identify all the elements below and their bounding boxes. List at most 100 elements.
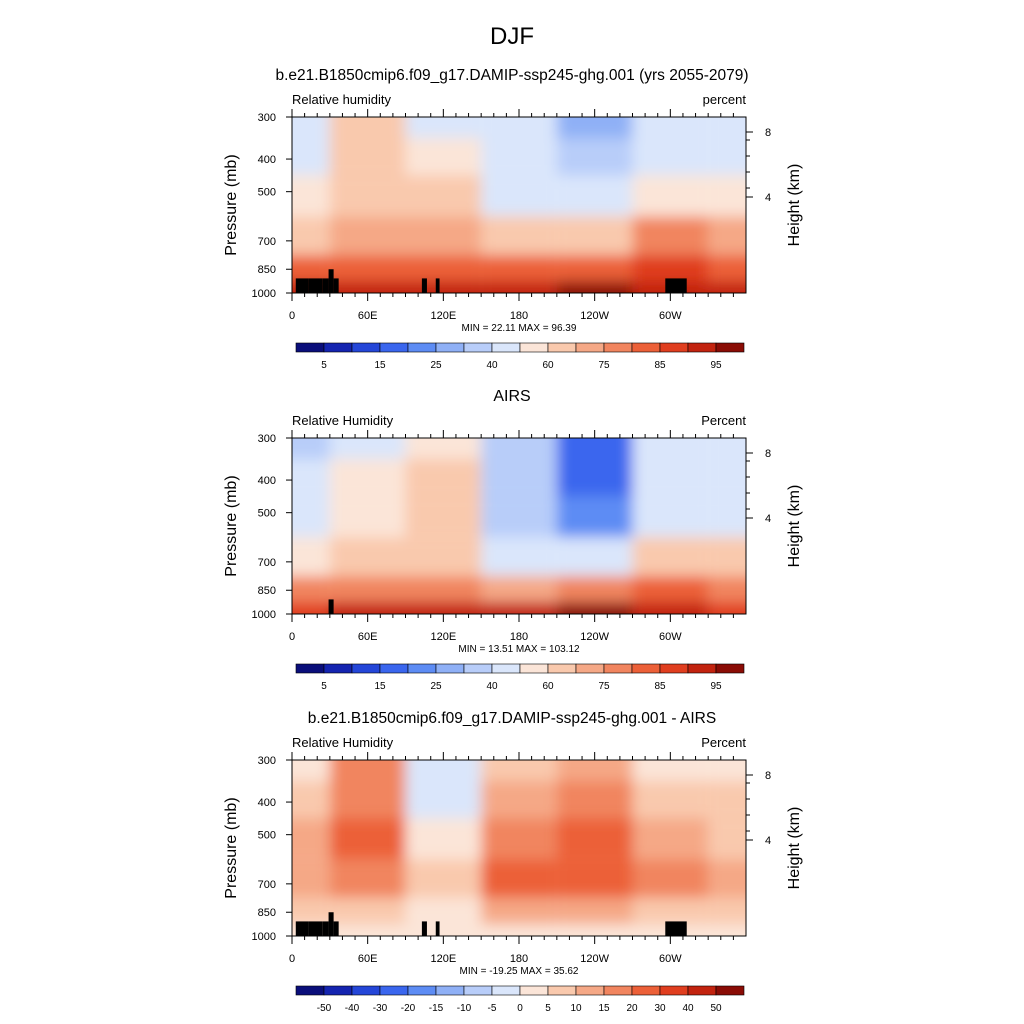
terrain-mask xyxy=(333,921,339,936)
colorbar-swatch xyxy=(715,663,745,674)
terrain-mask xyxy=(322,921,329,936)
heatmap-field xyxy=(292,760,746,936)
heatmap-cell xyxy=(292,537,330,577)
colorbar-swatch xyxy=(463,342,493,353)
colorbar-label: 15 xyxy=(598,1003,610,1014)
heatmap-cell xyxy=(292,459,330,497)
panel-minmax: MIN = 22.11 MAX = 96.39 xyxy=(462,323,577,334)
x-tick-label: 60E xyxy=(358,631,378,643)
heatmap-cell xyxy=(405,537,482,577)
y-right-axis-label: Height (km) xyxy=(786,485,803,568)
heatmap-cell xyxy=(708,496,746,538)
terrain-mask xyxy=(421,921,427,936)
colorbar-swatch xyxy=(491,663,521,674)
y-tick-label: 400 xyxy=(258,797,276,809)
colorbar-label: 40 xyxy=(486,681,498,692)
y-tick-label: 400 xyxy=(258,475,276,487)
x-tick-label: 180 xyxy=(510,953,528,965)
heatmap-cell xyxy=(556,496,633,538)
heatmap-cell xyxy=(405,602,482,614)
panel-3: b.e21.B1850cmip6.f09_g17.DAMIP-ssp245-gh… xyxy=(223,710,803,1014)
colorbar: 5 15 25 40 60 75 85 95 xyxy=(295,342,745,371)
y-tick-label: 700 xyxy=(258,557,276,569)
colorbar-swatch xyxy=(547,663,577,674)
terrain-mask xyxy=(308,278,323,293)
heatmap-cell xyxy=(556,117,633,139)
colorbar-swatch xyxy=(547,985,577,996)
colorbar-label: -20 xyxy=(401,1003,416,1014)
heatmap-cell xyxy=(329,496,406,538)
heatmap-cell xyxy=(632,175,709,217)
colorbar-swatch xyxy=(603,663,633,674)
heatmap-cell xyxy=(556,216,633,256)
panel-left-label: Relative Humidity xyxy=(292,735,394,750)
heatmap-cell xyxy=(405,898,482,925)
heatmap-cell xyxy=(329,117,406,139)
colorbar-label: 40 xyxy=(486,360,498,371)
y-axis-label: Pressure (mb) xyxy=(223,475,240,576)
heatmap-cell xyxy=(292,781,330,819)
y-tick-label: 850 xyxy=(258,907,276,919)
panel-minmax: MIN = -19.25 MAX = 35.62 xyxy=(460,966,579,977)
heatmap-cell xyxy=(632,496,709,538)
heatmap-cell xyxy=(632,537,709,577)
terrain-mask xyxy=(435,278,440,293)
heatmap-cell xyxy=(556,818,633,860)
heatmap-cell xyxy=(292,255,330,282)
heatmap-cell xyxy=(708,898,746,925)
heatmap-cell xyxy=(632,760,709,782)
heatmap-cell xyxy=(708,818,746,860)
colorbar-swatch xyxy=(407,985,437,996)
colorbar-label: 60 xyxy=(542,360,554,371)
heatmap-cell xyxy=(556,281,633,293)
y-axis-label: Pressure (mb) xyxy=(223,797,240,898)
heatmap-cell xyxy=(481,281,557,293)
heatmap-cell xyxy=(292,496,330,538)
heatmap-cell xyxy=(708,924,746,936)
heatmap-cell xyxy=(632,781,709,819)
heatmap-cell xyxy=(556,781,633,819)
y-right-axis-label: Height (km) xyxy=(786,807,803,890)
colorbar-swatch xyxy=(659,985,689,996)
heatmap-cell xyxy=(708,281,746,293)
heatmap-cell xyxy=(708,216,746,256)
heatmap-cell xyxy=(481,438,557,460)
colorbar-swatch xyxy=(379,985,409,996)
colorbar-label: 0 xyxy=(517,1003,523,1014)
colorbar-swatch xyxy=(715,342,745,353)
heatmap-cell xyxy=(405,438,482,460)
terrain-mask xyxy=(435,921,440,936)
heatmap-cell xyxy=(292,818,330,860)
y-right-tick-label: 4 xyxy=(765,192,771,204)
heatmap-cell xyxy=(632,602,709,614)
colorbar-swatch xyxy=(351,342,381,353)
heatmap-cell xyxy=(632,818,709,860)
colorbar-swatch xyxy=(575,663,605,674)
heatmap-cell xyxy=(556,138,633,176)
panels-group: b.e21.B1850cmip6.f09_g17.DAMIP-ssp245-gh… xyxy=(223,67,803,1014)
heatmap-cell xyxy=(329,175,406,217)
heatmap-cell xyxy=(329,859,406,899)
y-right-tick-label: 4 xyxy=(765,835,771,847)
heatmap-cell xyxy=(329,281,406,293)
heatmap-cell xyxy=(556,459,633,497)
colorbar-label: 5 xyxy=(545,1003,551,1014)
y-tick-label: 500 xyxy=(258,187,276,199)
heatmap-cell xyxy=(556,537,633,577)
colorbar-swatch xyxy=(631,663,661,674)
colorbar-label: -5 xyxy=(488,1003,497,1014)
colorbar-label: 10 xyxy=(570,1003,582,1014)
panel-left-label: Relative humidity xyxy=(292,92,391,107)
heatmap-cell xyxy=(329,781,406,819)
heatmap-cells xyxy=(292,760,746,936)
y-tick-label: 700 xyxy=(258,879,276,891)
colorbar-swatch xyxy=(491,342,521,353)
heatmap-cell xyxy=(556,760,633,782)
panel-2: AIRS Relative Humidity Percent 0 60E 120E 180 1… xyxy=(223,388,803,692)
heatmap-cell xyxy=(329,255,406,282)
x-tick-label: 120E xyxy=(430,953,456,965)
colorbar-swatch xyxy=(631,342,661,353)
colorbar-swatch xyxy=(659,342,689,353)
colorbar-label: 60 xyxy=(542,681,554,692)
heatmap-cell xyxy=(481,859,557,899)
